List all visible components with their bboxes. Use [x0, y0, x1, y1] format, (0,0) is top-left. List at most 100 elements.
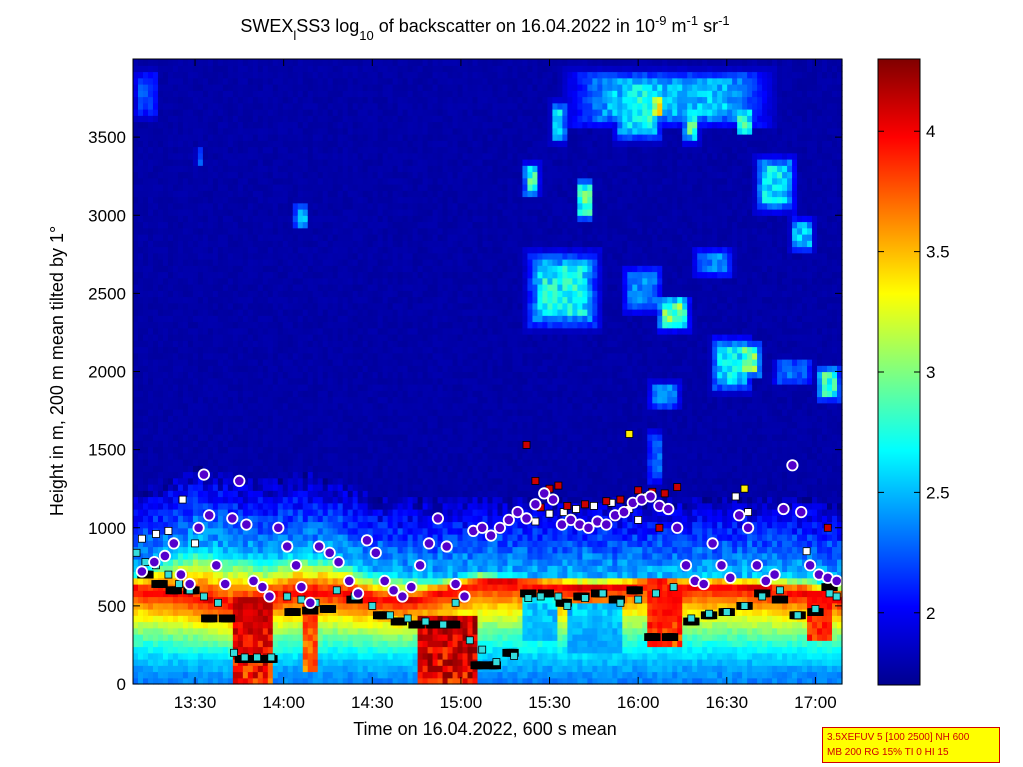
heatmap-cell — [252, 584, 259, 591]
heatmap-cell — [312, 365, 319, 373]
heatmap-cell — [357, 352, 364, 360]
heatmap-cell — [327, 115, 334, 123]
heatmap-cell — [212, 609, 219, 616]
heatmap-cell — [302, 321, 309, 329]
heatmap-cell — [177, 327, 184, 335]
heatmap-cell — [332, 346, 339, 354]
heatmap-cell — [152, 352, 159, 360]
heatmap-cell — [222, 540, 229, 548]
heatmap-cell — [257, 184, 264, 191]
heatmap-cell — [307, 90, 314, 98]
heatmap-cell — [307, 321, 314, 329]
heatmap-cell — [202, 265, 209, 273]
heatmap-cell — [327, 571, 334, 579]
heatmap-cell — [247, 159, 254, 166]
heatmap-cell — [272, 634, 279, 641]
heatmap-cell — [347, 659, 354, 666]
heatmap-cell — [202, 396, 209, 404]
heatmap-cell — [147, 121, 154, 129]
heatmap-cell — [237, 371, 244, 379]
heatmap-cell — [197, 534, 204, 541]
heatmap-cell — [152, 90, 159, 98]
heatmap-cell — [362, 209, 369, 216]
heatmap-cell — [347, 165, 354, 173]
heatmap-cell — [307, 527, 314, 535]
heatmap-cell — [242, 84, 249, 91]
heatmap-cell — [322, 452, 329, 460]
heatmap-cell — [317, 215, 324, 223]
heatmap-cell — [182, 140, 189, 148]
heatmap-cell — [322, 534, 329, 541]
heatmap-cell — [332, 259, 339, 266]
heatmap-cell — [267, 396, 274, 404]
heatmap-cell — [352, 184, 359, 191]
heatmap-cell — [237, 602, 244, 610]
heatmap-cell — [357, 221, 364, 229]
heatmap-cell — [377, 384, 384, 391]
heatmap-cell — [362, 596, 369, 604]
heatmap-cell — [337, 340, 344, 348]
heatmap-cell — [377, 315, 384, 323]
heatmap-cell — [347, 371, 354, 379]
heatmap-cell — [152, 284, 159, 291]
heatmap-cell — [167, 640, 174, 648]
heatmap-cell — [242, 321, 249, 329]
heatmap-cell — [257, 96, 264, 104]
heatmap-cell — [237, 240, 244, 248]
heatmap-cell — [142, 265, 149, 273]
heatmap-cell — [327, 90, 334, 98]
heatmap-cell — [172, 165, 179, 173]
heatmap-cell — [327, 377, 334, 385]
heatmap-cell — [133, 509, 139, 516]
heatmap-cell — [362, 421, 369, 429]
heatmap-cell — [252, 571, 259, 579]
heatmap-cell — [222, 671, 229, 679]
heatmap-cell — [287, 246, 294, 254]
heatmap-cell — [152, 446, 159, 454]
heatmap-cell — [257, 190, 264, 198]
heatmap-cell — [322, 265, 329, 273]
heatmap-cell — [302, 477, 309, 485]
heatmap-cell — [207, 434, 214, 441]
heatmap-cell — [362, 152, 369, 160]
heatmap-cell — [362, 590, 369, 598]
heatmap-cell — [372, 571, 379, 579]
heatmap-cell — [317, 84, 324, 91]
heatmap-cell — [217, 627, 224, 635]
heatmap-cell — [372, 390, 379, 398]
heatmap-cell — [162, 284, 169, 291]
heatmap-cell — [247, 96, 254, 104]
heatmap-cell — [312, 109, 319, 116]
heatmap-cell — [287, 371, 294, 379]
heatmap-cell — [307, 396, 314, 404]
heatmap-cell — [192, 309, 199, 316]
heatmap-cell — [247, 190, 254, 198]
heatmap-cell — [337, 671, 344, 679]
heatmap-cell — [252, 284, 259, 291]
heatmap-cell — [297, 390, 304, 398]
heatmap-cell — [147, 496, 154, 504]
heatmap-cell — [167, 602, 174, 610]
heatmap-cell — [147, 346, 154, 354]
heatmap-cell — [247, 384, 254, 391]
heatmap-cell — [347, 365, 354, 373]
heatmap-cell — [367, 165, 374, 173]
heatmap-cell — [302, 434, 309, 441]
heatmap-cell — [267, 384, 274, 391]
heatmap-cell — [267, 434, 274, 441]
heatmap-cell — [282, 427, 289, 435]
heatmap-cell — [257, 302, 264, 310]
heatmap-cell — [262, 284, 269, 291]
heatmap-cell — [287, 671, 294, 679]
heatmap-cell — [167, 534, 174, 541]
heatmap-cell — [367, 246, 374, 254]
heatmap-cell — [377, 252, 384, 260]
heatmap-cell — [312, 527, 319, 535]
heatmap-cell — [133, 71, 139, 79]
heatmap-cell — [287, 171, 294, 179]
heatmap-cell — [162, 490, 169, 498]
heatmap-cell — [222, 640, 229, 648]
heatmap-cell — [157, 440, 164, 448]
heatmap-cell — [207, 440, 214, 448]
heatmap-cell — [167, 627, 174, 635]
